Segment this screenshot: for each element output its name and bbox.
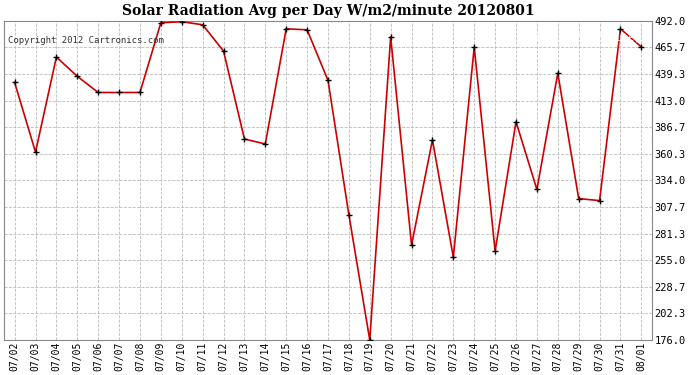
Text: Radiation  (W/m2/Minute): Radiation (W/m2/Minute) — [498, 33, 640, 43]
Title: Solar Radiation Avg per Day W/m2/minute 20120801: Solar Radiation Avg per Day W/m2/minute … — [121, 4, 534, 18]
Text: Copyright 2012 Cartronics.com: Copyright 2012 Cartronics.com — [8, 36, 164, 45]
